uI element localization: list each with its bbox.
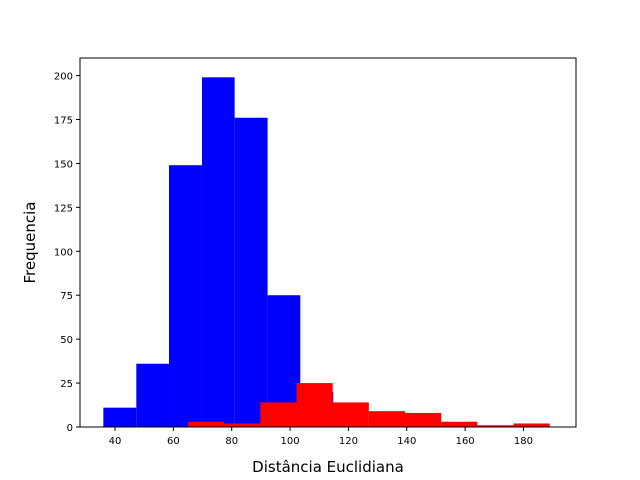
x-tick-label: 140 [397,436,416,447]
x-axis-title: Distância Euclidiana [252,458,404,476]
bar-series2-3 [260,402,297,427]
bar-series2-2 [224,423,261,427]
bar-series2-1 [187,421,225,427]
bar-series2-4 [296,383,333,427]
y-tick-label: 75 [60,291,73,302]
y-tick-label: 200 [54,72,73,83]
x-tick-label: 60 [167,436,180,447]
y-tick-label: 150 [54,159,73,170]
y-tick-label: 0 [67,423,73,434]
bar-series2-5 [332,402,369,427]
bars-layer [103,77,550,427]
y-tick-label: 25 [60,379,73,390]
bar-series2-8 [441,421,478,427]
y-axis-title: Frequencia [21,202,39,284]
y-tick-label: 100 [54,247,73,258]
bar-series2-7 [405,412,442,427]
bar-series1-5 [234,117,268,427]
x-tick-label: 100 [281,436,300,447]
y-tick-label: 125 [54,203,73,214]
bar-series1-2 [136,363,169,427]
y-axis: 0 25 50 75 100 125 150 175 200 [54,72,80,434]
bar-series1-4 [201,77,235,427]
bar-series2-10 [513,423,550,427]
x-tick-label: 120 [339,436,358,447]
x-axis: 40 60 80 100 120 140 160 180 [109,427,533,447]
x-tick-label: 160 [456,436,475,447]
bar-series1-3 [168,165,202,427]
bar-series2-6 [368,411,406,427]
y-tick-label: 175 [54,116,73,127]
x-tick-label: 80 [225,436,238,447]
bar-series2-9 [477,425,514,427]
x-tick-label: 180 [514,436,533,447]
x-tick-label: 40 [109,436,122,447]
y-tick-label: 50 [60,335,73,346]
plot-frame [79,57,577,428]
bar-series1-1 [103,407,137,427]
